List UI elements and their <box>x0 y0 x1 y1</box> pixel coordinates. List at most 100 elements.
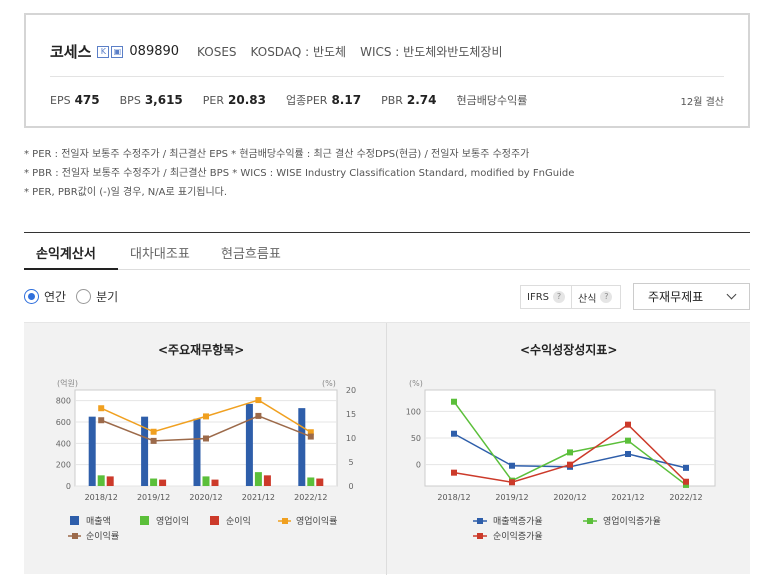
series-point-1 <box>203 413 209 420</box>
bar-1 <box>245 403 253 486</box>
pbr-label: PBR <box>381 94 403 107</box>
tab-cash-flow[interactable]: 현금흐름표 <box>221 247 281 262</box>
radio-quarterly-label[interactable]: 분기 <box>96 290 119 304</box>
bar-1 <box>88 416 96 486</box>
y-tick-label: 0 <box>66 482 71 491</box>
series-point-2 <box>625 437 631 444</box>
financials-chart: 0 200 400 600 800 0 5 10 15 20 (억원) (%) 2018/12 2019/… <box>56 378 356 542</box>
series-point-1 <box>307 429 314 436</box>
chart-panels: <주요재무항목> <수익성장성지표> 0 200 400 600 800 0 5 10 15 20… <box>24 322 750 575</box>
footnote-per: * PER : 전일자 보통주 수정주가 / 최근결산 EPS * 현금배당수익… <box>24 149 530 160</box>
summary-divider <box>50 76 724 77</box>
eps-label: EPS <box>50 94 71 107</box>
bar-1 <box>193 418 201 486</box>
bar-2 <box>97 475 105 486</box>
legend-swatch <box>140 516 149 525</box>
statement-type-select[interactable]: 주재무제표 <box>633 283 750 310</box>
y2-axis-unit: (%) <box>322 379 336 388</box>
legend-swatch-marker <box>72 533 78 539</box>
bar-3 <box>316 478 324 486</box>
series-point-1 <box>451 430 457 437</box>
x-tick-label: 2019/12 <box>495 493 528 502</box>
building-icon: ▣ <box>111 45 124 58</box>
legend-swatch <box>210 516 219 525</box>
company-header: 코세스 K ▣ 089890 KOSES KOSDAQ : 반도체 WICS :… <box>50 41 517 62</box>
bar-3 <box>263 475 271 486</box>
series-point-2 <box>98 417 105 424</box>
series-point-1 <box>150 428 157 435</box>
settlement-month: 12월 결산 <box>680 97 724 108</box>
legend-label: 영업이익증가율 <box>603 515 661 527</box>
series-point-3 <box>509 479 515 486</box>
y-tick-label: 50 <box>411 434 421 443</box>
series-point-1 <box>683 464 689 471</box>
ifrs-help-icon[interactable]: ? <box>553 291 565 303</box>
legend-label: 매출액 <box>86 515 111 527</box>
per-value: 20.83 <box>228 93 266 107</box>
kosdaq-mark-icon: K <box>97 45 110 58</box>
industry-per-value: 8.17 <box>331 93 362 107</box>
legend-label: 영업이익 <box>156 515 189 527</box>
x-tick-label: 2021/12 <box>611 493 644 502</box>
radio-annual-label[interactable]: 연간 <box>44 290 67 304</box>
stock-code: 089890 <box>129 44 180 59</box>
formula-label: 산식 <box>578 293 597 305</box>
legend-swatch <box>70 516 79 525</box>
x-tick-label: 2022/12 <box>294 493 327 502</box>
bar-3 <box>106 476 114 486</box>
legend-label: 순이익증가율 <box>493 530 543 542</box>
series-point-1 <box>98 405 105 412</box>
legend-swatch-marker <box>477 518 483 524</box>
bar-3 <box>211 479 219 486</box>
series-point-3 <box>625 421 631 428</box>
series-point-3 <box>567 461 573 468</box>
bar-2 <box>150 478 158 486</box>
per-label: PER <box>202 94 225 107</box>
radio-quarterly[interactable] <box>76 289 92 304</box>
series-point-1 <box>509 462 515 469</box>
series-point-3 <box>683 478 689 485</box>
legend-swatch-marker <box>587 518 593 524</box>
x-tick-label: 2018/12 <box>437 493 470 502</box>
series-point-3 <box>451 469 457 476</box>
radio-annual[interactable] <box>24 289 39 304</box>
legend-label: 순이익 <box>226 515 251 527</box>
y-tick-label: 400 <box>56 439 71 448</box>
active-tab-underline <box>24 268 118 270</box>
series-point-2 <box>307 433 314 440</box>
eps-value: 475 <box>74 93 100 107</box>
y-tick-label: 0 <box>416 461 421 470</box>
industry-per-label: 업종PER <box>285 94 328 107</box>
y-tick-label: 100 <box>406 407 421 416</box>
series-point-1 <box>625 451 631 457</box>
legend-label: 매출액증가율 <box>493 515 543 527</box>
tab-balance-sheet[interactable]: 대차대조표 <box>130 247 190 262</box>
legend-swatch-marker <box>477 533 483 539</box>
dividend-yield-label: 현금배당수익률 <box>456 94 528 107</box>
footnote-pbr: * PBR : 전일자 보통주 수정주가 / 최근결산 BPS * WICS :… <box>24 168 575 179</box>
y-tick-label: 600 <box>56 418 71 427</box>
y-tick-label: 800 <box>56 397 71 406</box>
y2-tick-label: 15 <box>346 410 356 419</box>
bar-2 <box>254 472 262 486</box>
bar-2 <box>307 477 315 486</box>
series-point-2 <box>255 412 262 419</box>
series-point-2 <box>203 435 209 442</box>
y2-tick-label: 5 <box>348 458 353 467</box>
company-name: 코세스 <box>50 43 92 61</box>
chart-title-growth: <수익성장성지표> <box>520 343 618 357</box>
bar-1 <box>298 408 306 486</box>
formula-button[interactable]: 산식 ? <box>571 286 618 308</box>
ifrs-button[interactable]: IFRS ? <box>521 286 571 308</box>
legend-label: 영업이익률 <box>296 515 337 527</box>
y2-tick-label: 0 <box>348 482 353 491</box>
formula-help-icon[interactable]: ? <box>600 291 613 303</box>
legend-label: 순이익률 <box>86 530 119 542</box>
bar-3 <box>159 479 167 486</box>
x-tick-label: 2020/12 <box>189 493 222 502</box>
legend-swatch-marker <box>282 518 288 524</box>
series-point-1 <box>255 397 262 404</box>
series-point-2 <box>451 398 457 405</box>
tab-income-statement[interactable]: 손익계산서 <box>36 247 96 262</box>
y2-tick-label: 20 <box>346 386 356 395</box>
